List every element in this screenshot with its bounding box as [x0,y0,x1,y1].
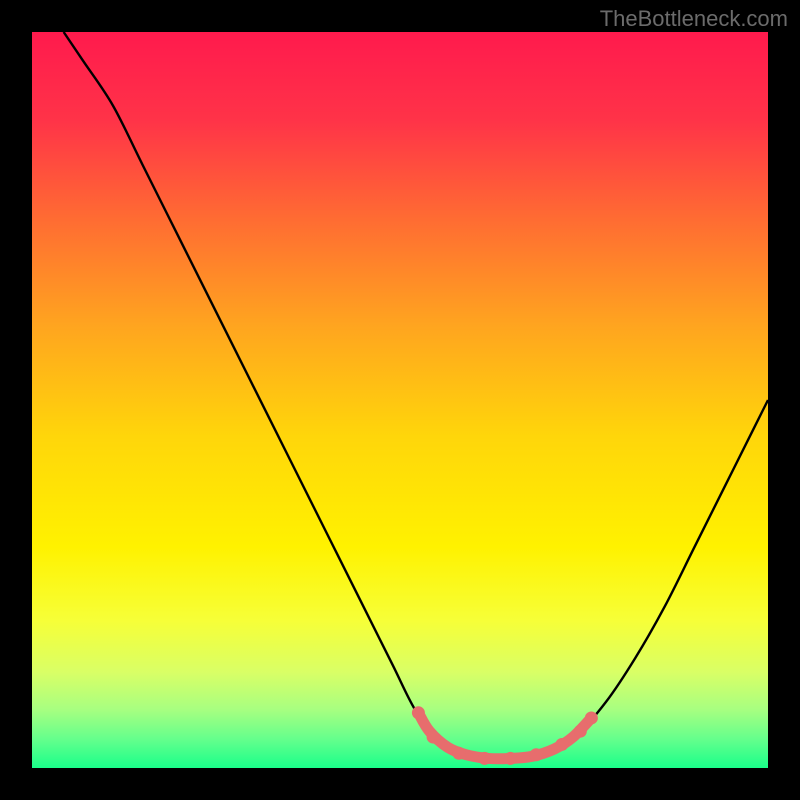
marker-dot [478,752,491,765]
marker-dot [427,731,440,744]
bottleneck-chart: TheBottleneck.com [0,0,800,800]
marker-dot [574,725,587,738]
marker-dot [530,748,543,761]
marker-dot [555,738,568,751]
marker-dot [585,711,598,724]
marker-dot [452,747,465,760]
chart-svg: TheBottleneck.com [0,0,800,800]
marker-dot [412,706,425,719]
plot-gradient-background [32,32,768,768]
marker-dot [504,752,517,765]
watermark-text: TheBottleneck.com [600,6,788,31]
